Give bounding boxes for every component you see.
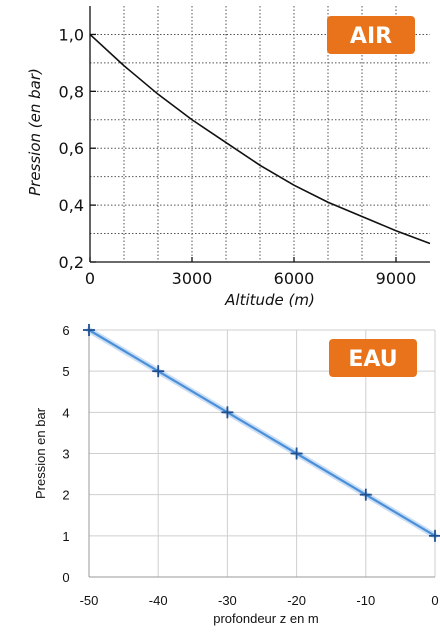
air-x-tick-label: 6000	[274, 269, 315, 288]
air-badge	[327, 16, 415, 54]
eau-y-tick-label: 2	[62, 488, 69, 503]
air-y-tick-label: 0,8	[59, 82, 84, 101]
eau-data-point	[152, 365, 165, 378]
eau-x-tick-label: -50	[80, 593, 99, 608]
eau-pressure-line	[88, 329, 436, 537]
eau-y-axis-label: Pression en bar	[33, 407, 48, 499]
eau-x-tick-label: -20	[287, 593, 306, 608]
air-x-tick-label: 3000	[172, 269, 213, 288]
eau-y-tick-label: 3	[62, 447, 69, 462]
eau-data-point	[83, 324, 95, 336]
eau-data-point	[221, 406, 234, 419]
eau-y-tick-label: 0	[62, 570, 69, 585]
eau-data-point	[429, 529, 440, 542]
eau-x-tick-label: -30	[218, 593, 237, 608]
eau-x-tick-label: -10	[356, 593, 375, 608]
eau-badge-label: EAU	[348, 347, 397, 372]
air-y-axis-label: Pression (en bar)	[26, 68, 44, 196]
air-y-tick-label: 1,0	[59, 25, 84, 44]
eau-x-tick-label: 0	[431, 593, 438, 608]
air-y-tick-label: 0,4	[59, 196, 84, 215]
eau-y-tick-label: 5	[62, 364, 69, 379]
eau-y-tick-label: 4	[62, 405, 69, 420]
eau-data-point	[290, 447, 303, 460]
eau-y-tick-label: 1	[62, 529, 69, 544]
air-y-tick-label: 0,6	[59, 139, 84, 158]
air-badge-label: AIR	[350, 24, 392, 49]
eau-y-tick-label: 6	[62, 323, 69, 338]
air-x-axis-label: Altitude (m)	[224, 291, 315, 309]
eau-badge	[329, 339, 417, 377]
air-x-tick-label: 0	[85, 269, 95, 288]
eau-data-point	[359, 488, 372, 501]
eau-x-axis-label: profondeur z en m	[213, 611, 319, 626]
air-x-tick-label: 9000	[376, 269, 417, 288]
air-pressure-curve	[89, 33, 431, 245]
air-y-tick-label: 0,2	[59, 253, 84, 272]
eau-x-tick-label: -40	[149, 593, 168, 608]
